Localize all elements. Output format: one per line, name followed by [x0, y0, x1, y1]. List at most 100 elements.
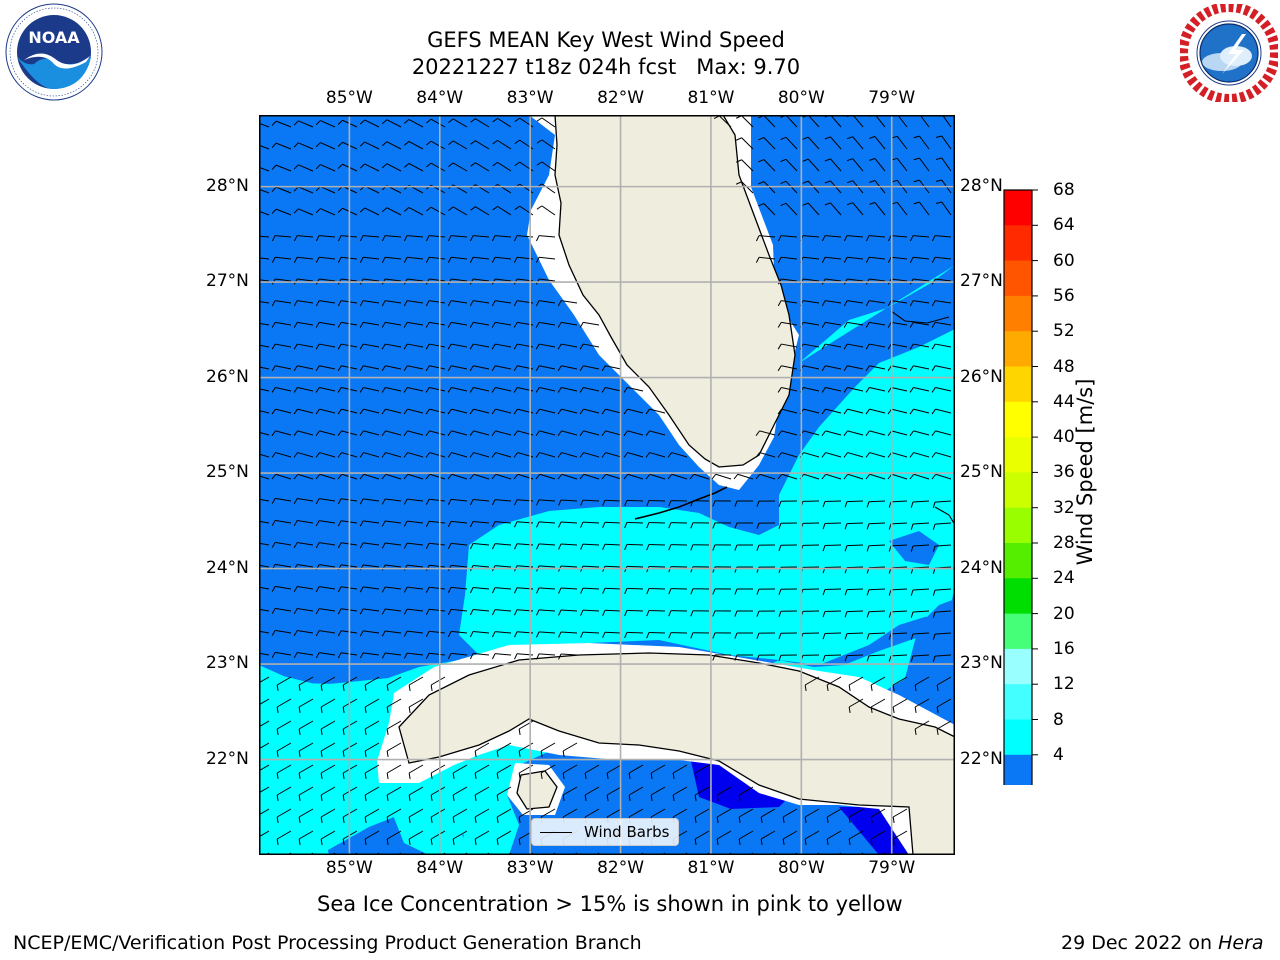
- wind-barb-flag: [869, 180, 876, 183]
- wind-barb: [869, 278, 886, 282]
- wind-barb: [495, 408, 512, 414]
- wind-barb: [869, 365, 886, 370]
- wind-barb-flag: [909, 430, 914, 437]
- wind-barb-flag: [342, 750, 345, 758]
- wind-barb: [407, 473, 424, 480]
- wind-barb: [320, 142, 336, 150]
- wind-barb: [541, 161, 556, 172]
- wind-barb-flag: [271, 652, 276, 658]
- wind-barb-flag: [535, 473, 541, 480]
- wind-barb-flag: [430, 794, 433, 802]
- wind-barb: [649, 452, 666, 458]
- wind-barb: [275, 365, 292, 370]
- wind-barb-flag: [668, 566, 672, 573]
- wind-barb: [561, 609, 578, 612]
- wind-barb-flag: [844, 611, 848, 618]
- wind-barb: [452, 140, 468, 150]
- wind-barb: [363, 256, 380, 260]
- wind-barb-flag: [694, 772, 697, 780]
- wind-barb-flag: [932, 545, 936, 552]
- wind-barb: [297, 498, 314, 502]
- wind-barb: [275, 386, 292, 392]
- wind-barb-flag: [645, 408, 650, 415]
- wind-barb: [429, 235, 446, 238]
- wind-band-8-12-south: [459, 329, 955, 665]
- wind-barb: [319, 386, 336, 392]
- wind-barb: [319, 586, 336, 590]
- colorbar-tick-label: 16: [1053, 638, 1075, 659]
- wind-barb: [298, 120, 314, 128]
- lon-tick-top: 82°W: [597, 88, 645, 108]
- wind-barb: [694, 808, 710, 818]
- wind-barb-flag: [403, 586, 408, 593]
- wind-barb-flag: [408, 706, 411, 714]
- wind-barb-flag: [452, 794, 455, 802]
- wind-barb-flag: [558, 521, 562, 528]
- wind-barb: [847, 365, 864, 370]
- wind-barb: [475, 206, 490, 216]
- wind-barb: [912, 500, 930, 503]
- noaa-logo-text: NOAA: [28, 28, 80, 47]
- wind-barb: [583, 343, 600, 348]
- wind-barb: [583, 430, 600, 436]
- wind-barb-flag: [469, 408, 474, 415]
- wind-barb-flag: [931, 408, 936, 415]
- wind-barb: [276, 698, 292, 708]
- wind-barb-flag: [623, 473, 629, 480]
- wind-barb-flag: [337, 365, 342, 372]
- wind-barb: [868, 632, 886, 635]
- colorbar-segment: [1004, 260, 1032, 297]
- wind-barb-flag: [492, 161, 498, 167]
- wind-barb: [912, 632, 930, 635]
- wind-barb-flag: [430, 838, 433, 846]
- wind-barb-flag: [760, 816, 763, 824]
- wind-barb-flag: [865, 300, 870, 307]
- wind-barb: [385, 343, 402, 348]
- wind-barb: [275, 256, 292, 260]
- wind-barb-flag: [342, 728, 345, 736]
- wind-barb: [868, 522, 886, 525]
- wind-barb: [803, 365, 820, 370]
- wind-barb: [738, 786, 754, 796]
- wind-barb-flag: [584, 794, 587, 802]
- wind-barb: [846, 500, 864, 503]
- wind-barb: [298, 186, 314, 194]
- wind-barb: [473, 608, 490, 612]
- wind-barb-flag: [470, 118, 476, 123]
- lon-tick-top: 84°W: [416, 88, 464, 108]
- wind-barb: [275, 563, 292, 568]
- wind-barb-flag: [337, 408, 342, 415]
- wind-barb-flag: [870, 684, 873, 692]
- wind-barb-flag: [293, 498, 298, 504]
- wind-barb: [385, 408, 402, 414]
- wind-barb-flag: [271, 542, 276, 548]
- lat-tick-right: 23°N: [960, 653, 1003, 674]
- wind-barb-flag: [293, 142, 299, 148]
- wind-barb-flag: [690, 500, 694, 507]
- wind-barb: [782, 808, 798, 818]
- wind-barb-flag: [672, 794, 675, 802]
- wind-barb-flag: [293, 164, 299, 170]
- wind-barb-flag: [513, 452, 519, 458]
- wind-barb-flag: [909, 408, 914, 415]
- wind-barb-flag: [735, 181, 742, 185]
- wind-barb: [935, 610, 952, 613]
- wind-barb-flag: [909, 300, 914, 307]
- wind-barb: [715, 473, 732, 480]
- wind-barb: [452, 830, 468, 840]
- wind-barb: [386, 676, 402, 686]
- wind-barb: [804, 808, 820, 818]
- wind-barb-flag: [865, 322, 870, 328]
- wind-barb-flag: [866, 633, 870, 640]
- wind-barb-flag: [298, 772, 301, 780]
- wind-barb: [298, 698, 314, 708]
- wind-barb: [868, 588, 886, 591]
- wind-barb: [298, 676, 314, 686]
- wind-barb: [363, 386, 380, 392]
- wind-barb-flag: [271, 142, 277, 148]
- wind-barb-flag: [337, 207, 343, 213]
- wind-barb: [320, 764, 336, 774]
- wind-barb-flag: [892, 706, 895, 714]
- wind-barb-flag: [452, 772, 455, 780]
- wind-barb-flag: [359, 408, 364, 415]
